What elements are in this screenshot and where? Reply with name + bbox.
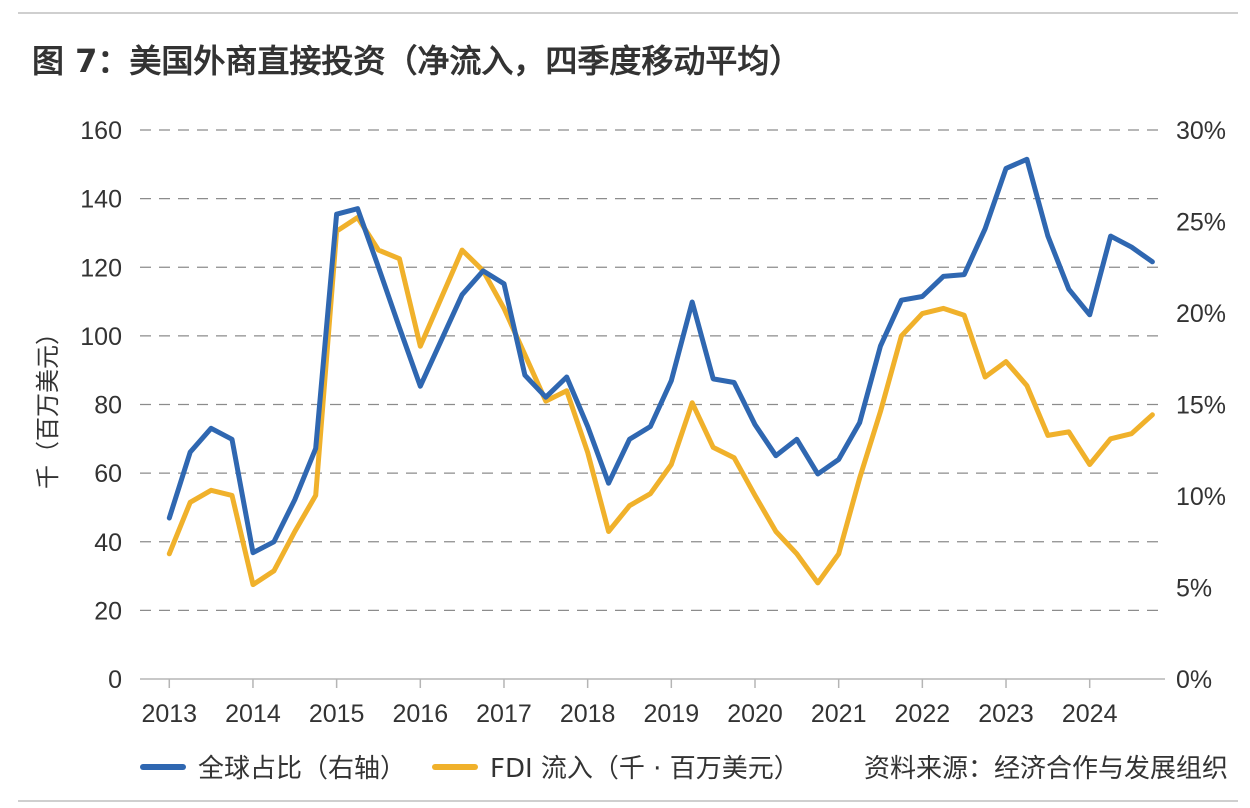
x-tick-label: 2017	[476, 700, 532, 728]
y-axis-label: 千（百万美元）	[35, 321, 62, 489]
bottom-divider	[18, 800, 1238, 802]
right-axis-ticks: 0% 5% 10% 15% 20% 25% 30%	[1176, 117, 1226, 694]
right-tick-label: 25%	[1176, 209, 1226, 237]
legend-item-global-share: 全球占比（右轴）	[140, 748, 406, 785]
x-tick-label: 2014	[225, 700, 281, 728]
x-tick-label: 2019	[644, 700, 700, 728]
legend-item-fdi: FDI 流入（千 · 百万美元）	[432, 748, 800, 785]
top-divider	[18, 12, 1238, 14]
x-tick-label: 2021	[811, 700, 867, 728]
legend-swatch-fdi	[432, 763, 478, 770]
left-tick-label: 60	[94, 460, 122, 488]
right-tick-label: 20%	[1176, 300, 1226, 328]
left-tick-label: 140	[80, 186, 122, 214]
left-tick-label: 80	[94, 392, 122, 420]
left-tick-label: 160	[80, 117, 122, 145]
left-tick-label: 20	[94, 597, 122, 625]
left-tick-label: 40	[94, 529, 122, 557]
x-tick-label: 2023	[978, 700, 1034, 728]
right-tick-label: 5%	[1176, 575, 1212, 603]
x-tick-label: 2018	[560, 700, 616, 728]
right-tick-label: 15%	[1176, 392, 1226, 420]
left-tick-label: 0	[108, 666, 122, 694]
legend-label-fdi: FDI 流入（千 · 百万美元）	[490, 754, 800, 784]
x-axis-ticks: 2013 2014 2015 2016 2017 2018 2019 2020 2021 2022…	[141, 679, 1118, 728]
legend: 全球占比（右轴） FDI 流入（千 · 百万美元） 资料来源：经济合作与发展组织	[140, 748, 1240, 784]
x-tick-label: 2015	[309, 700, 365, 728]
x-tick-label: 2020	[727, 700, 783, 728]
right-tick-label: 10%	[1176, 483, 1226, 511]
source-note: 资料来源：经济合作与发展组织	[863, 754, 1228, 784]
left-tick-label: 100	[80, 323, 122, 351]
left-axis-ticks: 0 20 40 60 80 100 120 140 160	[80, 117, 122, 694]
chart-title: 图 7：美国外商直接投资（净流入，四季度移动平均）	[32, 42, 802, 80]
line-chart: 0 20 40 60 80 100 120 140 160 0% 5% 10% 15% 20% 25% 30…	[35, 117, 1226, 728]
left-tick-label: 120	[80, 254, 122, 282]
x-tick-label: 2013	[141, 700, 197, 728]
x-tick-label: 2022	[895, 700, 951, 728]
x-tick-label: 2016	[392, 700, 448, 728]
series-line-global-share	[166, 156, 1155, 556]
right-tick-label: 30%	[1176, 117, 1226, 145]
legend-swatch-global-share	[140, 763, 186, 770]
series	[166, 156, 1155, 588]
legend-label-global-share: 全球占比（右轴）	[198, 754, 407, 784]
x-tick-label: 2024	[1062, 700, 1118, 728]
right-tick-label: 0%	[1176, 666, 1212, 694]
gridlines	[140, 129, 1165, 680]
